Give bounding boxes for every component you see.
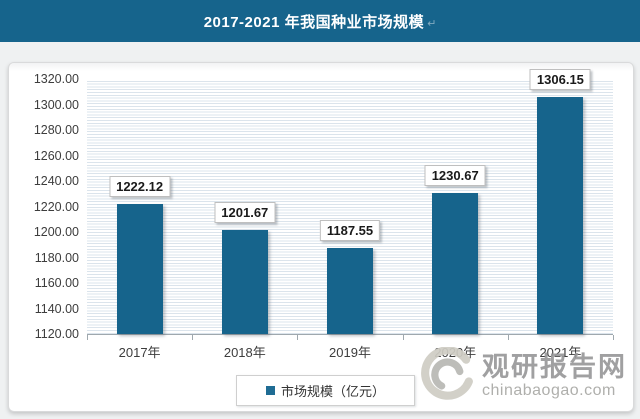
bar (537, 97, 584, 334)
watermark-site-name: 观研报告网 (482, 351, 627, 382)
x-category-label: 2021年 (539, 345, 582, 360)
bar (116, 204, 163, 334)
watermark: 观研报告网 chinabaogao.com (418, 347, 627, 405)
x-axis-tick (297, 335, 299, 340)
bar-value-label: 1201.67 (214, 202, 276, 223)
bar-value-label: 1222.12 (109, 176, 171, 197)
y-tick-label: 1140.00 (34, 301, 79, 316)
legend-label: 市场规模（亿元） (280, 384, 385, 399)
x-axis-tick (402, 335, 404, 340)
x-category-label: 2017年 (118, 345, 161, 360)
y-tick-label: 1260.00 (33, 148, 79, 163)
chart-title: 2017-2021 年我国种业市场规模 (203, 13, 425, 31)
return-mark-icon: ↵ (427, 17, 437, 30)
x-category-label: 2018年 (223, 345, 266, 360)
legend: 市场规模（亿元） (236, 375, 415, 406)
x-axis-tick (507, 335, 509, 340)
bar (432, 193, 479, 334)
bar-slot: 1201.67 (192, 79, 297, 334)
y-tick-label: 1320.00 (33, 72, 79, 86)
bar-slot: 1230.67 (403, 79, 508, 334)
chart-card: 1320.00 1300.00 1280.00 1260.00 1240.00 1220.… (8, 62, 634, 412)
bar (327, 248, 373, 334)
bar-slot: 1306.15 (508, 69, 613, 334)
y-tick-label: 1280.00 (33, 123, 79, 137)
x-axis-tick (87, 335, 88, 340)
bar-slot: 1222.12 (87, 79, 192, 334)
y-tick-label: 1300.00 (33, 97, 79, 112)
chart-title-banner: 2017-2021 年我国种业市场规模 ↵ (0, 0, 640, 42)
bar (221, 230, 268, 334)
watermark-text: 观研报告网 chinabaogao.com (482, 351, 627, 399)
plot-area: 1222.12 1201.67 1187.55 1230.67 1306.15 (87, 69, 614, 340)
y-tick-label: 1180.00 (34, 250, 79, 265)
bar-value-label: 1230.67 (424, 165, 486, 186)
x-category-label: 2019年 (329, 345, 371, 360)
y-tick-label: 1220.00 (33, 199, 79, 214)
y-tick-label: 1120.00 (34, 327, 79, 341)
y-tick-label: 1200.00 (33, 225, 79, 239)
legend-swatch-icon (265, 386, 275, 395)
bar-slot: 1187.55 (297, 79, 402, 334)
x-axis-tick (613, 335, 614, 340)
y-tick-label: 1240.00 (33, 174, 79, 188)
x-axis-tick (192, 335, 194, 340)
y-tick-label: 1160.00 (34, 276, 79, 290)
bar-value-label: 1187.55 (319, 220, 381, 241)
y-axis: 1320.00 1300.00 1280.00 1260.00 1240.00 1220.… (15, 71, 79, 342)
bar-value-label: 1306.15 (529, 69, 591, 90)
swirl-logo-icon (421, 347, 473, 400)
watermark-domain: chinabaogao.com (482, 381, 616, 399)
